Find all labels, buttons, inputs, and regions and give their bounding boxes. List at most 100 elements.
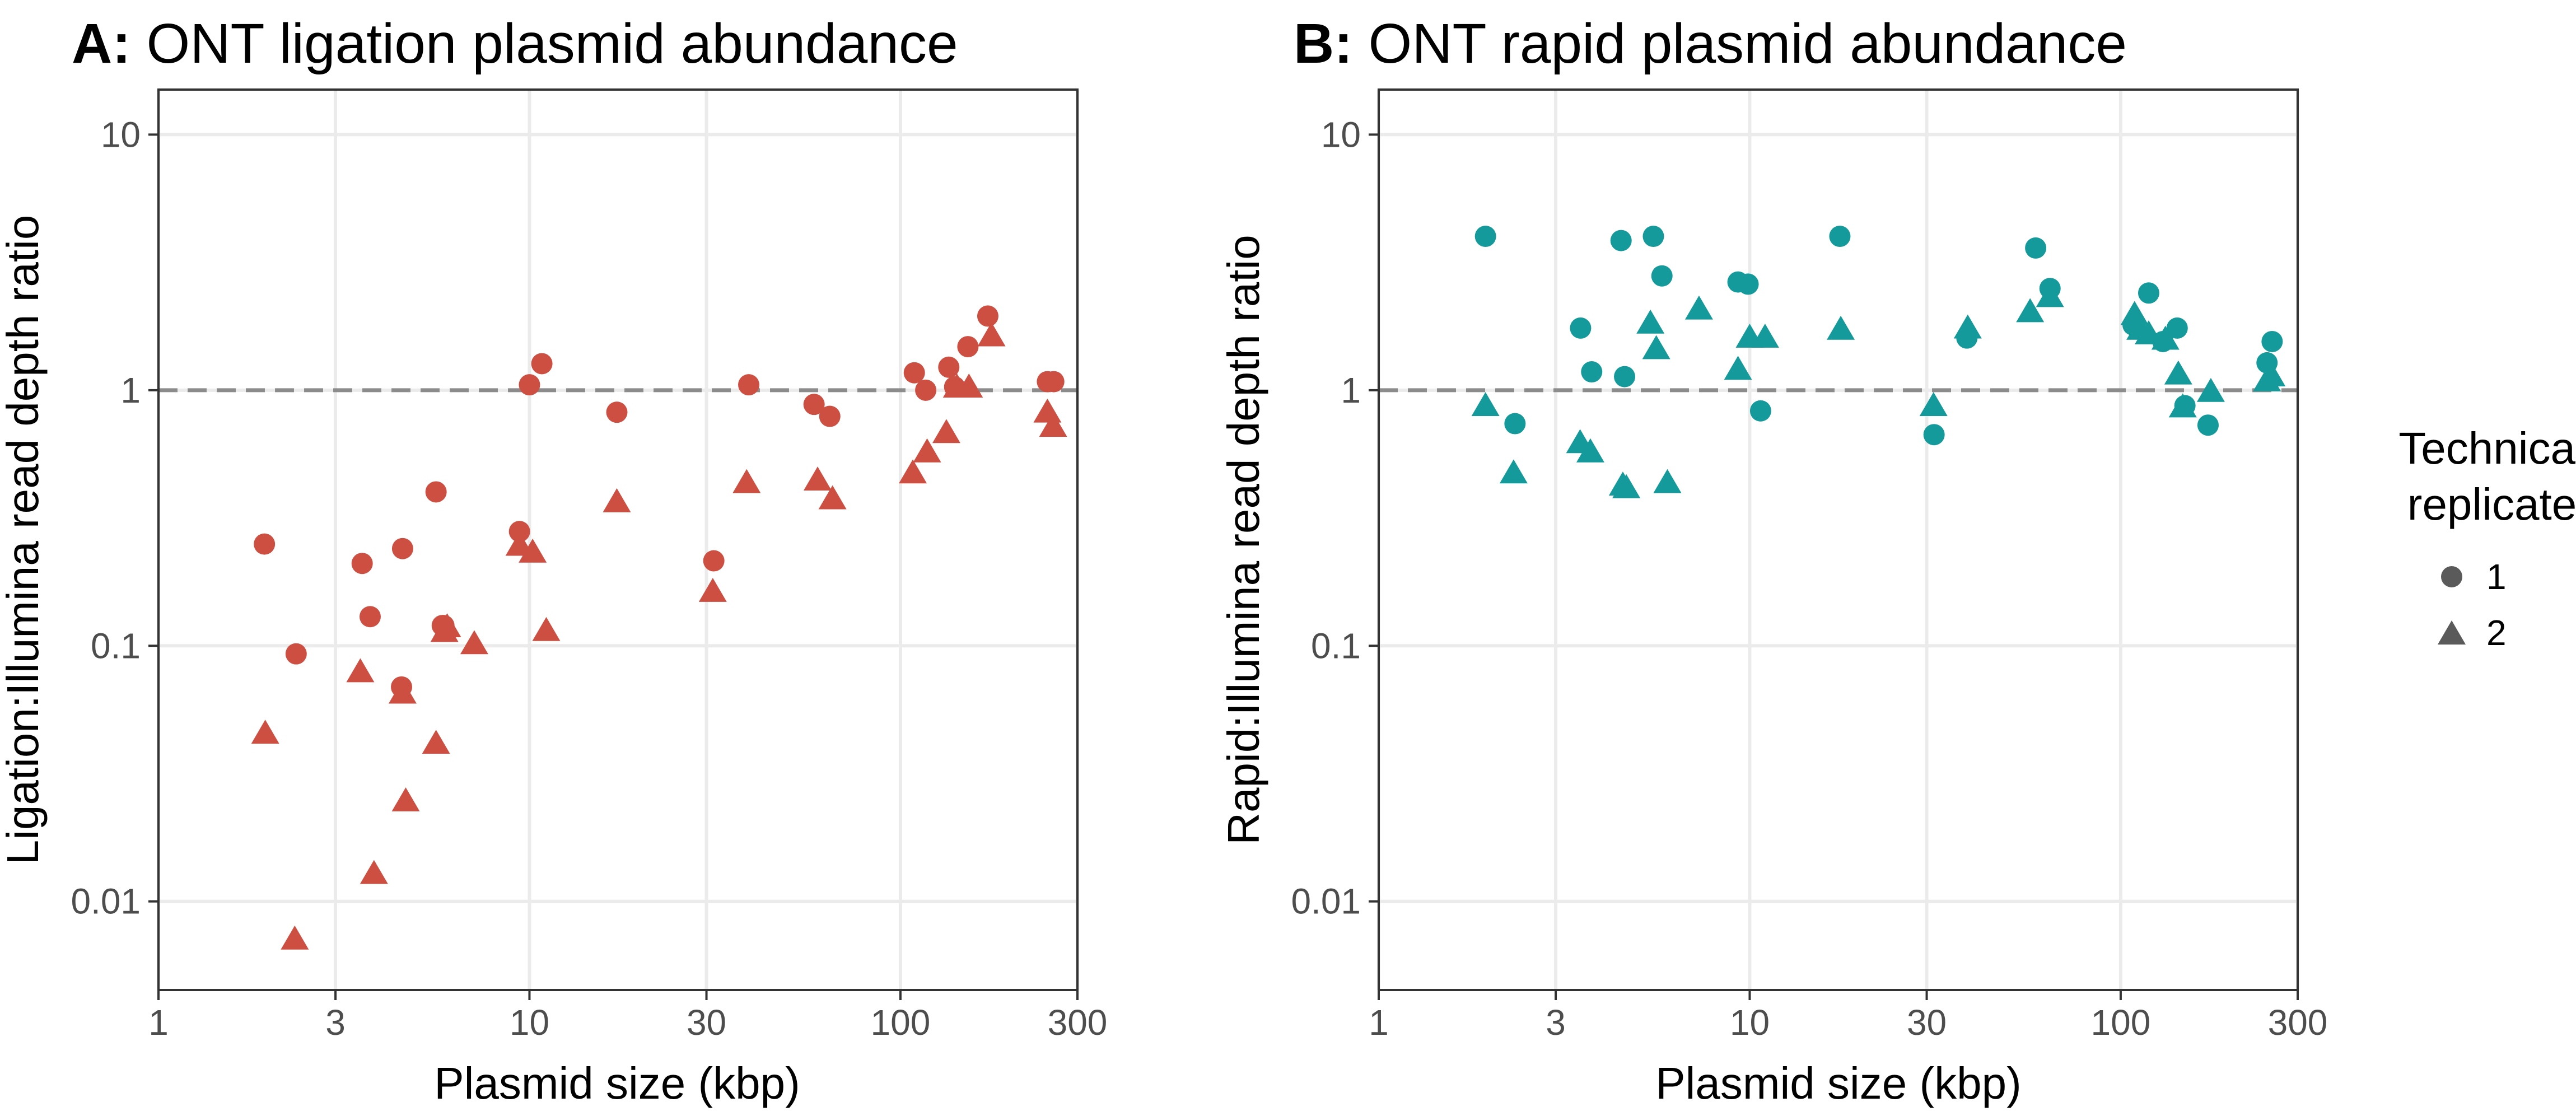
point-replicate-1 bbox=[957, 336, 979, 358]
point-replicate-2 bbox=[251, 720, 279, 744]
x-tick-label: 1 bbox=[1369, 1002, 1389, 1043]
y-axis-title: Rapid:Illumina read depth ratio bbox=[1219, 235, 1268, 845]
point-replicate-2 bbox=[1499, 459, 1528, 484]
point-replicate-2 bbox=[2036, 283, 2064, 307]
point-replicate-2 bbox=[1684, 295, 1713, 320]
plot-background bbox=[158, 90, 1077, 990]
point-replicate-1 bbox=[425, 481, 447, 503]
point-replicate-1 bbox=[915, 379, 937, 401]
x-tick-label: 10 bbox=[510, 1002, 549, 1043]
point-replicate-1 bbox=[254, 533, 276, 555]
legend-key-triangle bbox=[2438, 620, 2466, 645]
y-tick-label: 10 bbox=[1321, 114, 1361, 155]
point-replicate-1 bbox=[519, 374, 540, 396]
point-replicate-2 bbox=[2151, 325, 2180, 350]
point-replicate-2 bbox=[430, 618, 459, 642]
point-replicate-2 bbox=[899, 459, 927, 484]
point-replicate-2 bbox=[460, 630, 488, 655]
y-tick-label: 0.1 bbox=[1311, 625, 1361, 666]
point-replicate-1 bbox=[1737, 273, 1759, 295]
point-replicate-1 bbox=[738, 374, 760, 396]
point-replicate-1 bbox=[1570, 317, 1592, 339]
y-tick-label: 0.01 bbox=[71, 881, 141, 922]
panel-title-colon: : bbox=[1334, 12, 1352, 75]
point-replicate-1 bbox=[938, 356, 960, 378]
point-replicate-1 bbox=[351, 553, 373, 575]
point-replicate-1 bbox=[1651, 265, 1673, 287]
point-replicate-2 bbox=[281, 925, 309, 950]
point-replicate-2 bbox=[1827, 315, 1855, 340]
x-tick-label: 3 bbox=[325, 1002, 346, 1043]
point-replicate-2 bbox=[519, 538, 547, 563]
point-replicate-2 bbox=[2257, 362, 2286, 387]
point-replicate-2 bbox=[913, 438, 941, 463]
point-replicate-1 bbox=[1749, 400, 1771, 422]
point-replicate-2 bbox=[346, 658, 375, 683]
point-replicate-2 bbox=[603, 488, 631, 512]
y-tick-label: 0.01 bbox=[1291, 881, 1361, 922]
y-axis-title: Ligation:Illumina read depth ratio bbox=[0, 215, 48, 865]
point-replicate-2 bbox=[422, 730, 450, 754]
x-tick-label: 10 bbox=[1730, 1002, 1770, 1043]
point-replicate-1 bbox=[285, 643, 307, 665]
point-replicate-1 bbox=[2025, 237, 2047, 259]
point-replicate-2 bbox=[1612, 474, 1641, 498]
x-axis-title: Plasmid size (kbp) bbox=[1655, 1058, 2022, 1108]
point-replicate-2 bbox=[818, 485, 847, 510]
point-replicate-2 bbox=[698, 577, 727, 602]
panel-border bbox=[1378, 88, 2299, 991]
point-replicate-2 bbox=[1724, 356, 1752, 380]
point-replicate-1 bbox=[703, 550, 725, 572]
x-tick-label: 1 bbox=[148, 1002, 169, 1043]
legend-title-line1: Technical bbox=[2398, 423, 2576, 473]
point-replicate-2 bbox=[532, 617, 561, 641]
point-replicate-2 bbox=[1039, 413, 1067, 437]
point-replicate-1 bbox=[977, 305, 998, 327]
legend-label: 1 bbox=[2486, 557, 2507, 597]
point-replicate-1 bbox=[1504, 413, 1526, 435]
panel-a: 1 3 10 30 100 300 0.01 0.1 1 10 Plasmid size (kbp)… bbox=[0, 12, 1107, 1108]
point-replicate-2 bbox=[1642, 335, 1670, 359]
point-replicate-1 bbox=[1474, 226, 1496, 248]
point-replicate-1 bbox=[359, 606, 381, 628]
legend: Technical replicate 1 2 bbox=[2398, 423, 2576, 653]
point-replicate-1 bbox=[1614, 366, 1636, 387]
point-replicate-2 bbox=[391, 787, 420, 811]
x-tick-label: 30 bbox=[1907, 1002, 1947, 1043]
legend-key-circle bbox=[2441, 566, 2462, 587]
point-replicate-2 bbox=[2196, 377, 2225, 402]
point-replicate-2 bbox=[2168, 393, 2197, 418]
point-replicate-2 bbox=[360, 860, 388, 884]
point-replicate-1 bbox=[1043, 371, 1065, 393]
data-points bbox=[251, 305, 1067, 950]
x-tick-label: 30 bbox=[687, 1002, 726, 1043]
plot-background bbox=[1379, 90, 2298, 990]
x-tick-label: 300 bbox=[1048, 1002, 1108, 1043]
panel-title: A: ONT ligation plasmid abundance bbox=[72, 12, 958, 75]
point-replicate-1 bbox=[2261, 330, 2283, 352]
point-replicate-1 bbox=[1581, 361, 1603, 383]
x-tick-label: 100 bbox=[871, 1002, 931, 1043]
x-axis-title: Plasmid size (kbp) bbox=[434, 1058, 800, 1108]
point-replicate-2 bbox=[977, 322, 1006, 347]
point-replicate-1 bbox=[391, 538, 413, 559]
legend-title-line2: replicate bbox=[2407, 479, 2576, 529]
y-tick-label: 0.1 bbox=[91, 625, 141, 666]
point-replicate-2 bbox=[732, 469, 761, 493]
panel-border bbox=[157, 88, 1079, 991]
x-tick-label: 3 bbox=[1546, 1002, 1566, 1043]
point-replicate-2 bbox=[1471, 392, 1500, 417]
point-replicate-1 bbox=[606, 401, 628, 423]
panel-title-letter: A bbox=[72, 12, 112, 75]
point-replicate-2 bbox=[803, 466, 832, 491]
point-replicate-2 bbox=[932, 419, 960, 443]
x-tick-label: 100 bbox=[2091, 1002, 2151, 1043]
point-replicate-1 bbox=[2166, 317, 2188, 339]
panel-title-text: ONT rapid plasmid abundance bbox=[1369, 12, 2127, 75]
y-tick-label: 10 bbox=[101, 114, 141, 155]
panel-title-letter: B bbox=[1294, 12, 1334, 75]
point-replicate-2 bbox=[1953, 314, 1982, 339]
point-replicate-2 bbox=[1576, 438, 1604, 463]
y-tick-label: 1 bbox=[120, 370, 141, 410]
